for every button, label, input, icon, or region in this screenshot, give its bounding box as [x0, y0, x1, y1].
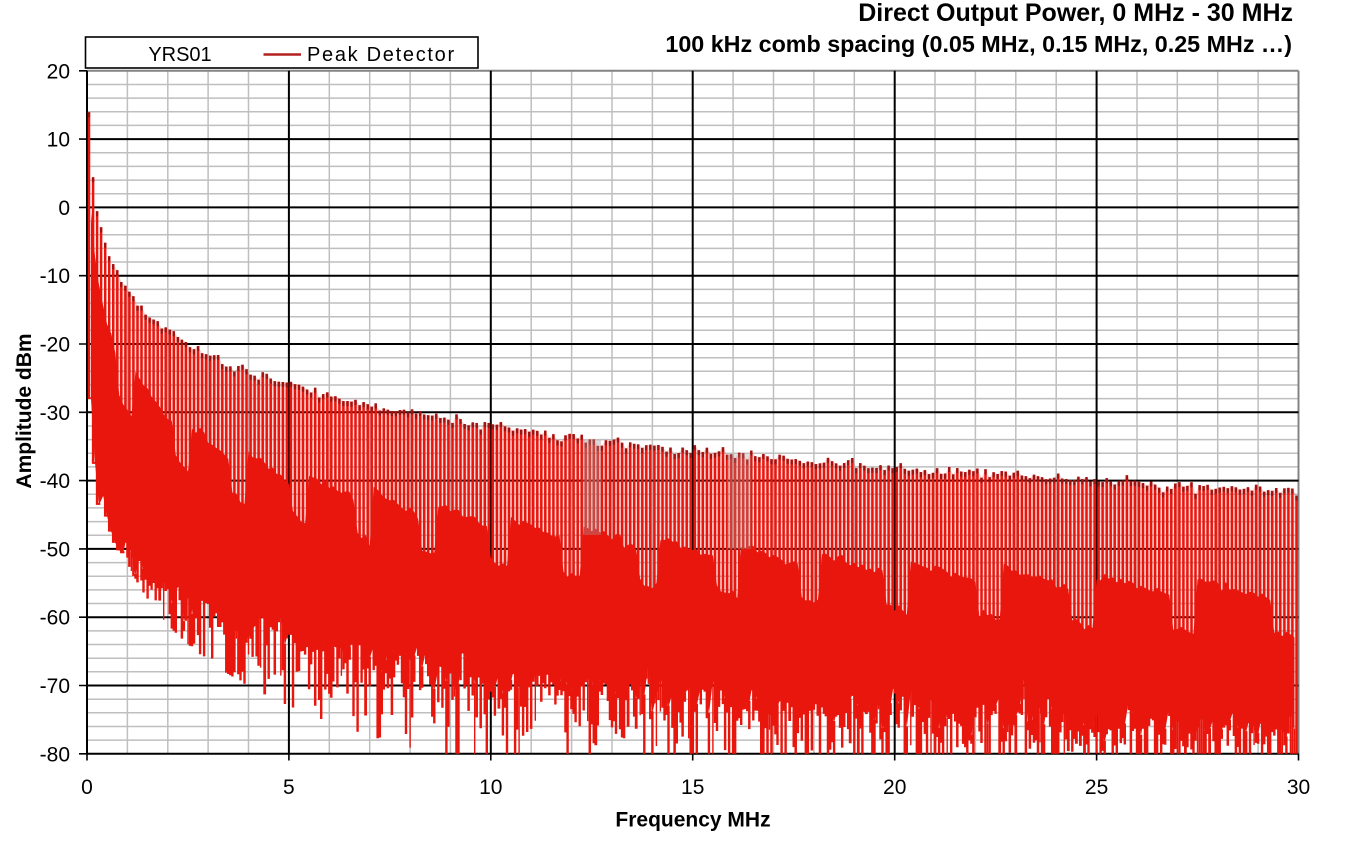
svg-text:Frequency MHz: Frequency MHz [615, 809, 770, 832]
svg-text:-60: -60 [40, 607, 70, 630]
svg-text:Direct Output Power, 0 MHz - 3: Direct Output Power, 0 MHz - 30 MHz [858, 0, 1293, 27]
svg-text:-30: -30 [40, 402, 70, 425]
svg-text:25: 25 [1085, 776, 1108, 799]
svg-text:100 kHz comb spacing (0.05 MHz: 100 kHz comb spacing (0.05 MHz, 0.15 MHz… [665, 31, 1292, 57]
svg-text:-40: -40 [40, 470, 70, 493]
svg-text:-70: -70 [40, 675, 70, 698]
svg-text:15: 15 [681, 776, 704, 799]
svg-text:0: 0 [81, 776, 93, 799]
svg-text:5: 5 [283, 776, 295, 799]
svg-text:10: 10 [47, 129, 70, 152]
svg-text:10: 10 [479, 776, 502, 799]
svg-text:0: 0 [58, 197, 70, 220]
svg-text:20: 20 [47, 60, 70, 83]
svg-text:Peak Detector: Peak Detector [307, 44, 456, 66]
svg-text:YRS01: YRS01 [148, 44, 211, 66]
svg-text:-10: -10 [40, 265, 70, 288]
svg-text:-50: -50 [40, 538, 70, 561]
svg-text:20: 20 [883, 776, 906, 799]
svg-text:-80: -80 [40, 743, 70, 766]
svg-text:Amplitude dBm: Amplitude dBm [13, 333, 36, 488]
svg-text:-20: -20 [40, 334, 70, 357]
svg-text:30: 30 [1287, 776, 1310, 799]
